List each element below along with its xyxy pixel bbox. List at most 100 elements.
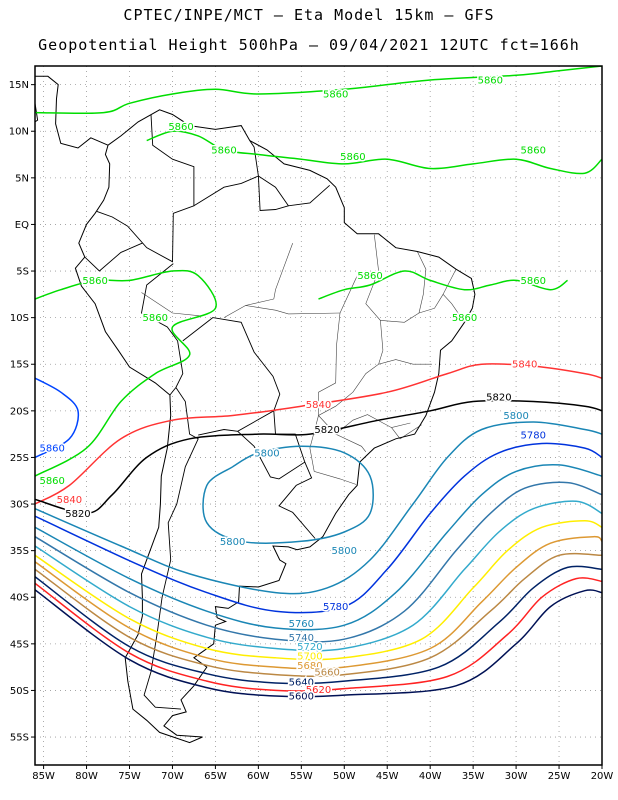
state-border <box>318 415 367 452</box>
contour-line-5840 <box>35 363 602 505</box>
state-border <box>318 312 341 416</box>
lon-tick-label: 30W <box>505 771 528 782</box>
contour-line-5680 <box>35 535 602 670</box>
contour-label: 5860 <box>143 313 168 324</box>
lat-tick-label: 55S <box>10 733 29 744</box>
contour-label: 5860 <box>478 75 503 86</box>
lat-tick-label: EQ <box>15 220 29 231</box>
contour-label: 5800 <box>220 537 245 548</box>
map-frame <box>34 65 603 766</box>
contour-label: 5720 <box>297 642 322 653</box>
lat-tick-label: 45S <box>10 639 29 650</box>
contour-label: 5840 <box>306 400 331 411</box>
lon-tick-label: 20W <box>591 771 614 782</box>
state-border <box>309 448 357 485</box>
state-border <box>365 234 384 351</box>
lon-tick-label: 45W <box>376 771 399 782</box>
contour-label: 5860 <box>452 313 477 324</box>
contour-label: 5860 <box>39 444 64 455</box>
state-border <box>378 359 432 365</box>
contour-line-5780 <box>35 442 602 614</box>
contour-label: 5800 <box>503 411 528 422</box>
contour-line-5760 <box>35 463 602 631</box>
state-border <box>442 269 465 323</box>
state-border <box>380 294 444 323</box>
country-border <box>140 263 184 396</box>
lat-tick-label: 15S <box>10 360 29 371</box>
lon-tick-label: 60W <box>247 771 270 782</box>
contour-line-5720 <box>35 500 602 652</box>
contour-label: 5800 <box>332 546 357 557</box>
contour-line-5860 <box>318 270 569 300</box>
coastlines-and-borders <box>35 75 476 744</box>
state-border <box>335 414 411 435</box>
contour-lines <box>35 66 602 698</box>
country-border <box>96 114 195 263</box>
title-field: Geopotential Height 500hPa – 09/04/2021 … <box>38 36 580 54</box>
lon-tick-label: 70W <box>161 771 184 782</box>
state-border <box>245 305 341 315</box>
contour-line-5800 <box>35 421 602 595</box>
lon-tick-label: 85W <box>32 771 55 782</box>
contour-label: 5820 <box>65 509 90 520</box>
contour-label: 5760 <box>289 619 314 630</box>
lat-tick-label: 30S <box>10 500 29 511</box>
contour-line-5820 <box>35 399 602 515</box>
lon-tick-label: 55W <box>290 771 313 782</box>
contour-label: 5700 <box>297 651 322 662</box>
lat-tick-label: 40S <box>10 593 29 604</box>
title-model: CPTEC/INPE/MCT – Eta Model 15km – GFS <box>123 6 495 24</box>
contour-line-5600 <box>35 589 602 698</box>
country-border <box>278 461 316 539</box>
contour-line-5700 <box>35 520 602 661</box>
contour-line-5860 <box>35 66 602 115</box>
contour-line-5860 <box>35 377 80 459</box>
contour-label: 5860 <box>168 122 193 133</box>
lat-tick-label: 5S <box>16 267 29 278</box>
contour-label: 5820 <box>486 392 511 403</box>
coastline <box>35 75 109 149</box>
contour-label: 5860 <box>357 271 382 282</box>
contour-label: 5860 <box>521 145 546 156</box>
contour-label: 5840 <box>512 360 537 371</box>
lon-tick-label: 40W <box>419 771 442 782</box>
contour-line-5740 <box>35 481 602 643</box>
country-border <box>84 242 143 272</box>
contour-label: 5800 <box>254 448 279 459</box>
contour-label: 5840 <box>57 495 82 506</box>
contour-line-5860 <box>35 269 217 477</box>
lat-tick-label: 35S <box>10 546 29 557</box>
contour-line-5620 <box>35 577 602 692</box>
lon-tick-label: 65W <box>204 771 227 782</box>
lon-tick-label: 50W <box>333 771 356 782</box>
contour-label: 5740 <box>289 633 314 644</box>
contour-label: 5860 <box>82 276 107 287</box>
country-border <box>257 175 289 211</box>
contour-line-5660 <box>35 552 602 677</box>
lat-tick-label: 15N <box>9 80 29 91</box>
lon-tick-label: 75W <box>118 771 141 782</box>
state-border <box>339 270 362 314</box>
state-border <box>417 251 427 314</box>
contour-label: 5600 <box>289 692 314 703</box>
lat-tick-label: 10N <box>9 127 29 138</box>
country-border <box>143 387 199 710</box>
coastline <box>74 109 476 744</box>
contour-label: 5660 <box>314 667 339 678</box>
lat-tick-label: 20S <box>10 406 29 417</box>
lat-tick-label: 5N <box>15 173 29 184</box>
contour-label: 5780 <box>521 431 546 442</box>
contour-label: 5860 <box>323 89 348 100</box>
contour-label: 5860 <box>340 152 365 163</box>
lat-tick-label: 50S <box>10 686 29 697</box>
contour-label: 5640 <box>289 678 314 689</box>
lon-tick-label: 35W <box>462 771 485 782</box>
contour-line-5640 <box>35 565 602 685</box>
state-border <box>273 242 293 300</box>
contour-label: 5860 <box>211 145 236 156</box>
contour-label: 5620 <box>306 685 331 696</box>
lat-tick-label: 25S <box>10 453 29 464</box>
axis-ticks: 15N 10N 5N EQ 5S 10S 15S 20S 25S 30S 35S 40S 45S 50S 5… <box>9 80 614 782</box>
contour-label: 5780 <box>323 602 348 613</box>
